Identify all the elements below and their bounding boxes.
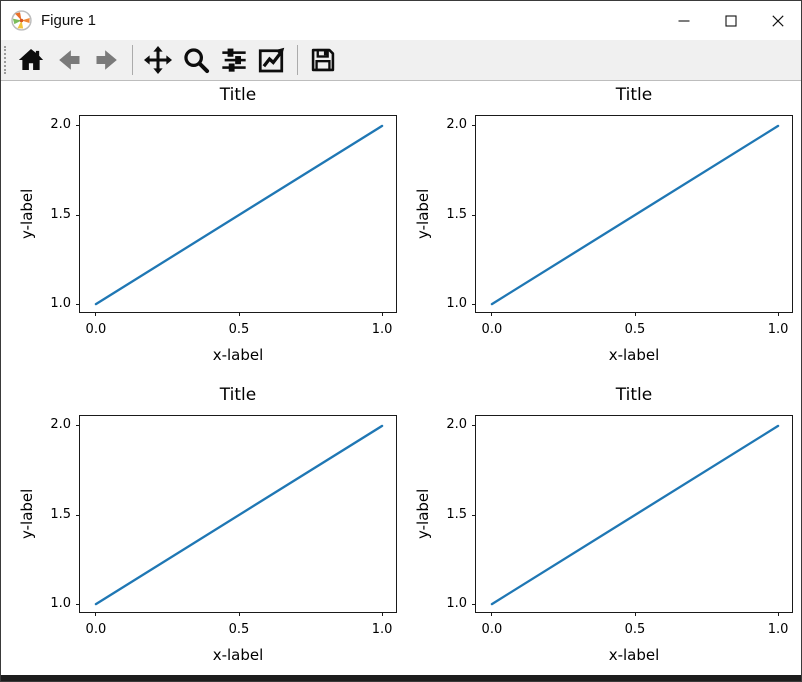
- x-tick: [634, 612, 636, 616]
- forward-button[interactable]: [89, 42, 125, 78]
- y-tick-label: 1.5: [446, 206, 467, 222]
- close-icon: [771, 14, 784, 27]
- toolbar-grip[interactable]: [4, 46, 6, 74]
- y-tick-label: 1.0: [50, 595, 71, 611]
- plot-line: [94, 424, 384, 606]
- x-tick: [238, 612, 240, 616]
- home-icon: [18, 49, 44, 71]
- x-axis-label: x-label: [608, 346, 660, 364]
- plot-line: [490, 424, 780, 606]
- plot-title: Title: [219, 85, 257, 105]
- floppy-disk-icon: [311, 48, 335, 72]
- y-tick-label: 1.5: [50, 206, 71, 222]
- x-tick: [381, 612, 383, 616]
- forward-arrow-icon: [96, 50, 117, 70]
- y-tick: [76, 303, 80, 305]
- zoom-magnifier-icon: [184, 48, 210, 74]
- y-tick: [76, 603, 80, 605]
- x-axis-label: x-label: [212, 346, 264, 364]
- x-tick-label: 0.0: [481, 322, 503, 337]
- y-tick: [472, 303, 476, 305]
- navigation-toolbar: [1, 40, 801, 81]
- back-button[interactable]: [51, 42, 87, 78]
- configure-subplots-button[interactable]: [216, 42, 252, 78]
- x-tick: [491, 312, 493, 316]
- subplot-4-axes[interactable]: Title x-label y-label 0.0 0.5 1.0 1.0 1.5 2.0: [414, 385, 793, 664]
- x-tick: [95, 312, 97, 316]
- y-tick-label: 2.0: [50, 417, 71, 433]
- x-tick-label: 1.0: [767, 322, 789, 337]
- subplot-3-axes[interactable]: Title x-label y-label 0.0 0.5 1.0 1.0 1.5 2.0: [18, 385, 397, 664]
- pan-arrows-icon: [144, 46, 172, 74]
- edit-parameters-button[interactable]: [254, 42, 290, 78]
- y-tick: [472, 425, 476, 427]
- figure-canvas[interactable]: Title x-label y-label 0.0 0.5 1.0 1.0 1.5 2.0 Tit…: [1, 81, 801, 675]
- x-tick: [95, 612, 97, 616]
- y-tick: [472, 603, 476, 605]
- plot-line: [490, 124, 780, 306]
- x-tick-label: 0.0: [481, 622, 503, 637]
- plot-title: Title: [615, 385, 653, 405]
- subplot-1-axes[interactable]: Title x-label y-label 0.0 0.5 1.0 1.0 1.5 2.0: [18, 85, 397, 364]
- toolbar-separator: [297, 45, 298, 75]
- x-tick-label: 0.0: [85, 322, 107, 337]
- pan-button[interactable]: [140, 42, 176, 78]
- toolbar-separator: [132, 45, 133, 75]
- minimize-button[interactable]: [660, 1, 707, 40]
- x-tick: [491, 612, 493, 616]
- y-tick-label: 2.0: [50, 117, 71, 133]
- zoom-button[interactable]: [178, 42, 214, 78]
- x-tick-label: 0.5: [228, 322, 250, 337]
- x-tick-label: 0.5: [624, 622, 646, 637]
- y-tick-label: 2.0: [446, 117, 467, 133]
- subplot-2-axes[interactable]: Title x-label y-label 0.0 0.5 1.0 1.0 1.5 2.0: [414, 85, 793, 364]
- y-tick: [76, 214, 80, 216]
- maximize-button[interactable]: [707, 1, 754, 40]
- x-tick: [634, 312, 636, 316]
- bottom-edge-strip: [1, 675, 801, 681]
- maximize-icon: [724, 14, 737, 27]
- plot-title: Title: [615, 85, 653, 105]
- y-tick: [76, 514, 80, 516]
- x-tick-label: 0.5: [228, 622, 250, 637]
- window-title: Figure 1: [41, 12, 97, 29]
- sliders-icon: [222, 48, 246, 72]
- x-tick-label: 1.0: [767, 622, 789, 637]
- x-tick: [777, 312, 779, 316]
- minimize-icon: [678, 19, 689, 22]
- x-tick-label: 0.5: [624, 322, 646, 337]
- back-arrow-icon: [59, 50, 80, 70]
- y-tick-label: 1.5: [50, 506, 71, 522]
- x-tick-label: 1.0: [371, 622, 393, 637]
- y-tick-label: 2.0: [446, 417, 467, 433]
- x-tick-label: 0.0: [85, 622, 107, 637]
- titlebar[interactable]: Figure 1: [1, 1, 801, 40]
- x-axis-label: x-label: [608, 646, 660, 664]
- y-tick-label: 1.5: [446, 506, 467, 522]
- x-tick: [381, 312, 383, 316]
- y-tick-label: 1.0: [446, 295, 467, 311]
- line-chart-icon: [258, 47, 285, 73]
- x-axis-label: x-label: [212, 646, 264, 664]
- y-tick: [472, 514, 476, 516]
- y-tick: [76, 425, 80, 427]
- save-button[interactable]: [305, 42, 341, 78]
- x-tick: [238, 312, 240, 316]
- home-button[interactable]: [13, 42, 49, 78]
- x-tick: [777, 612, 779, 616]
- plot-line: [94, 124, 384, 306]
- y-tick-label: 1.0: [50, 295, 71, 311]
- y-tick: [76, 125, 80, 127]
- y-tick: [472, 125, 476, 127]
- y-tick: [472, 214, 476, 216]
- plot-title: Title: [219, 385, 257, 405]
- matplotlib-logo-icon: [11, 10, 32, 31]
- close-button[interactable]: [754, 1, 801, 40]
- x-tick-label: 1.0: [371, 322, 393, 337]
- y-tick-label: 1.0: [446, 595, 467, 611]
